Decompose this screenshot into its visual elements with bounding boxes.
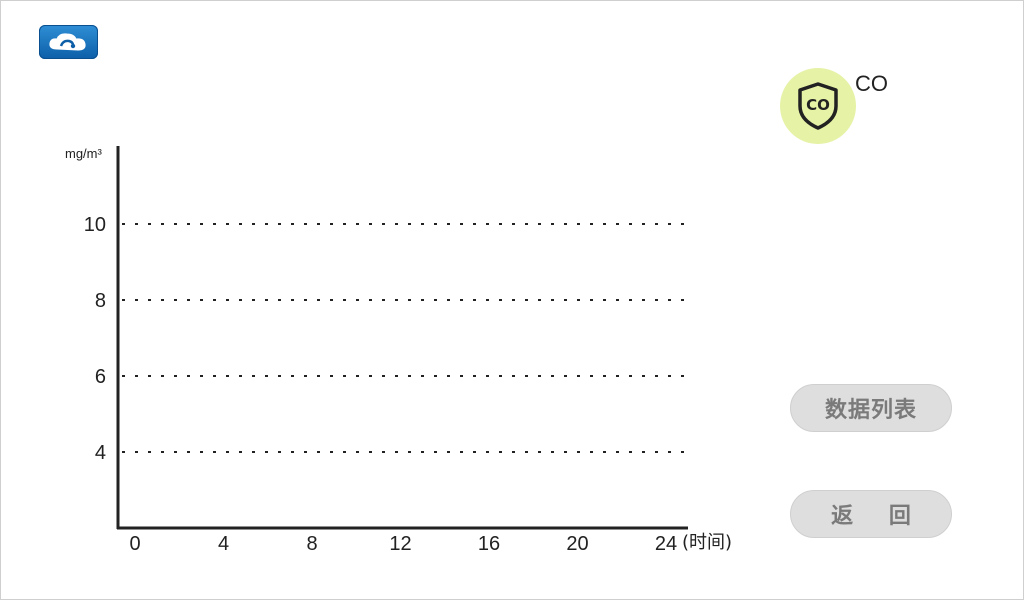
cloud-icon (49, 33, 86, 51)
x-tick-label: 8 (306, 533, 317, 555)
y-tick-label: 6 (95, 366, 106, 388)
x-tick-label: 0 (129, 533, 140, 555)
sensor-name: CO (855, 71, 888, 96)
x-axis-label: (时间) (682, 532, 732, 553)
y-tick-label: 4 (95, 442, 106, 464)
back-button[interactable]: 返 回 (790, 490, 952, 538)
x-tick-label: 20 (566, 533, 588, 555)
y-axis-label: mg/m³ (65, 146, 103, 161)
data-list-button[interactable]: 数据列表 (790, 384, 952, 432)
badge-text: CO (806, 96, 830, 114)
app-logo[interactable] (39, 25, 98, 59)
y-tick-label: 8 (95, 290, 106, 312)
x-tick-label: 16 (478, 533, 500, 555)
x-tick-label: 4 (218, 533, 229, 555)
co-shield-icon: CO (798, 82, 838, 130)
x-tick-label: 24 (655, 533, 677, 555)
x-tick-label: 12 (389, 533, 411, 555)
sensor-badge: CO (780, 68, 856, 144)
y-tick-label: 10 (84, 214, 106, 236)
